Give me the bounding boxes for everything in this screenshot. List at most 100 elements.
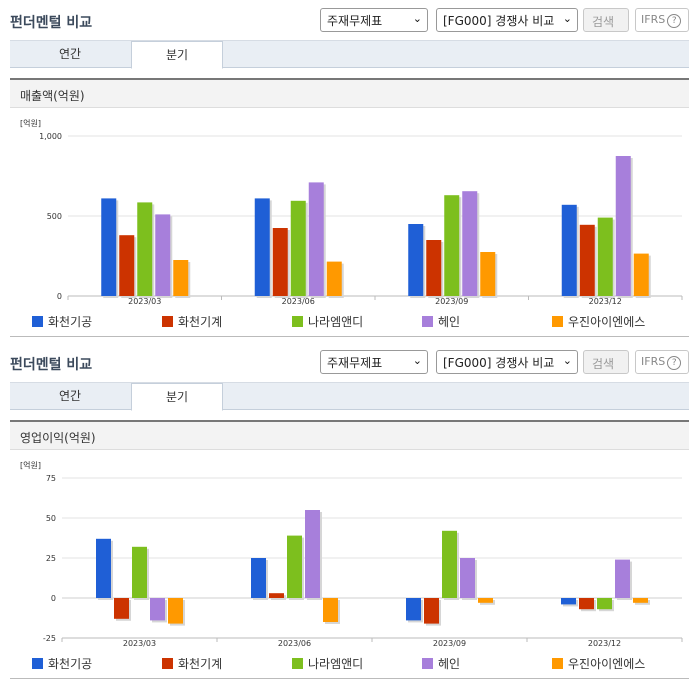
chevron-down-icon: ⌄ xyxy=(412,12,422,25)
panel-title: 펀더멘털 비교 xyxy=(10,15,93,31)
unit-label: [억원] xyxy=(20,461,41,470)
period-tabs: 연간 분기 xyxy=(10,40,689,69)
legend-label: 화천기공 xyxy=(48,657,93,671)
bar xyxy=(426,240,442,296)
legend-item[interactable]: 화천기공 xyxy=(32,655,92,672)
divider xyxy=(10,678,689,679)
x-tick-label: 2023/12 xyxy=(589,297,622,306)
ifrs-button[interactable]: IFRS? xyxy=(635,350,689,374)
legend-label: 헤인 xyxy=(438,315,461,329)
legend-label: 나라엠앤디 xyxy=(308,315,364,329)
chart-legend: 화천기공 화천기계 나라엠앤디 헤인 우진아이엔에스 xyxy=(0,655,696,671)
legend-label: 우진아이엔에스 xyxy=(568,315,646,329)
legend-label: 화천기계 xyxy=(178,315,223,329)
bar xyxy=(290,200,306,296)
y-tick-label: -25 xyxy=(43,634,56,643)
legend-item[interactable]: 헤인 xyxy=(422,655,460,672)
legend-swatch xyxy=(162,316,173,327)
competitor-select[interactable]: [FG000] 경쟁사 비교 ⌄ xyxy=(436,350,578,374)
search-button[interactable]: 검색 xyxy=(583,8,629,32)
legend-label: 헤인 xyxy=(438,657,461,671)
bar xyxy=(272,228,288,296)
x-tick-label: 2023/12 xyxy=(588,639,621,648)
bar xyxy=(442,530,457,598)
bar xyxy=(462,191,478,296)
bar xyxy=(478,598,493,603)
y-tick-label: 75 xyxy=(46,474,56,483)
bar xyxy=(150,598,165,621)
y-tick-label: 0 xyxy=(51,594,56,603)
legend-swatch xyxy=(32,658,43,669)
bar xyxy=(287,535,302,598)
chart-subtitle: 매출액(억원) xyxy=(10,78,689,108)
ifrs-label: IFRS xyxy=(641,355,666,368)
legend-item[interactable]: 나라엠앤디 xyxy=(292,313,363,330)
operating-profit-bar-chart: -25 0 25 50 75 2023/03 2023/06 2023/09 2023/12 xyxy=(43,474,683,648)
chart-legend: 화천기공 화천기계 나라엠앤디 헤인 우진아이엔에스 xyxy=(0,313,696,329)
bar xyxy=(155,214,171,296)
legend-item[interactable]: 우진아이엔에스 xyxy=(552,313,645,330)
bar xyxy=(308,182,324,296)
statement-select[interactable]: 주재무제표 ⌄ xyxy=(320,350,428,374)
bar xyxy=(173,260,189,296)
bar xyxy=(633,253,649,296)
legend-label: 우진아이엔에스 xyxy=(568,657,646,671)
chevron-down-icon: ⌄ xyxy=(562,354,572,367)
legend-item[interactable]: 화천기계 xyxy=(162,655,222,672)
fundamental-panel-sales: 펀더멘털 비교 주재무제표 ⌄ [FG000] 경쟁사 비교 ⌄ 검색 IFRS… xyxy=(0,0,696,337)
x-tick-label: 2023/03 xyxy=(128,297,161,306)
legend-item[interactable]: 우진아이엔에스 xyxy=(552,655,645,672)
help-icon: ? xyxy=(667,14,682,28)
legend-item[interactable]: 화천기공 xyxy=(32,313,92,330)
y-tick-label: 500 xyxy=(47,212,62,221)
chevron-down-icon: ⌄ xyxy=(562,12,572,25)
bar xyxy=(480,252,496,296)
statement-select[interactable]: 주재무제표 ⌄ xyxy=(320,8,428,32)
tab-annual[interactable]: 연간 xyxy=(58,389,82,403)
bar xyxy=(251,558,266,598)
legend-swatch xyxy=(32,316,43,327)
search-button[interactable]: 검색 xyxy=(583,350,629,374)
bar xyxy=(424,598,439,624)
tab-quarterly[interactable]: 분기 xyxy=(131,383,223,411)
bar xyxy=(119,235,135,296)
legend-item[interactable]: 헤인 xyxy=(422,313,460,330)
tab-annual[interactable]: 연간 xyxy=(58,47,82,61)
bar xyxy=(101,198,117,296)
ifrs-label: IFRS xyxy=(641,13,666,26)
bar xyxy=(305,510,320,598)
help-icon: ? xyxy=(667,356,682,370)
tab-quarterly[interactable]: 분기 xyxy=(131,41,223,69)
x-tick-label: 2023/06 xyxy=(282,297,315,306)
legend-swatch xyxy=(162,658,173,669)
divider xyxy=(10,336,689,337)
bar xyxy=(561,204,577,296)
panel-header: 펀더멘털 비교 주재무제표 ⌄ [FG000] 경쟁사 비교 ⌄ 검색 IFRS… xyxy=(0,0,696,40)
bar xyxy=(323,598,338,622)
period-tabs: 연간 분기 xyxy=(10,382,689,411)
bar xyxy=(408,224,424,296)
ifrs-button[interactable]: IFRS? xyxy=(635,8,689,32)
bar xyxy=(597,598,612,610)
bar xyxy=(326,261,342,296)
competitor-select-value: [FG000] 경쟁사 비교 xyxy=(443,356,555,370)
chevron-down-icon: ⌄ xyxy=(412,354,422,367)
statement-select-value: 주재무제표 xyxy=(327,356,383,370)
legend-swatch xyxy=(292,658,303,669)
bar xyxy=(579,224,595,296)
competitor-select[interactable]: [FG000] 경쟁사 비교 ⌄ xyxy=(436,8,578,32)
legend-swatch xyxy=(422,316,433,327)
y-tick-label: 0 xyxy=(57,292,62,301)
competitor-select-value: [FG000] 경쟁사 비교 xyxy=(443,14,555,28)
legend-item[interactable]: 화천기계 xyxy=(162,313,222,330)
legend-label: 나라엠앤디 xyxy=(308,657,364,671)
panel-title: 펀더멘털 비교 xyxy=(10,357,93,373)
y-tick-label: 1,000 xyxy=(39,132,62,141)
bar xyxy=(444,195,460,296)
legend-label: 화천기공 xyxy=(48,315,93,329)
bar xyxy=(460,558,475,598)
legend-item[interactable]: 나라엠앤디 xyxy=(292,655,363,672)
bar xyxy=(168,598,183,624)
panel-header: 펀더멘털 비교 주재무제표 ⌄ [FG000] 경쟁사 비교 ⌄ 검색 IFRS… xyxy=(0,342,696,382)
bar xyxy=(633,598,648,603)
